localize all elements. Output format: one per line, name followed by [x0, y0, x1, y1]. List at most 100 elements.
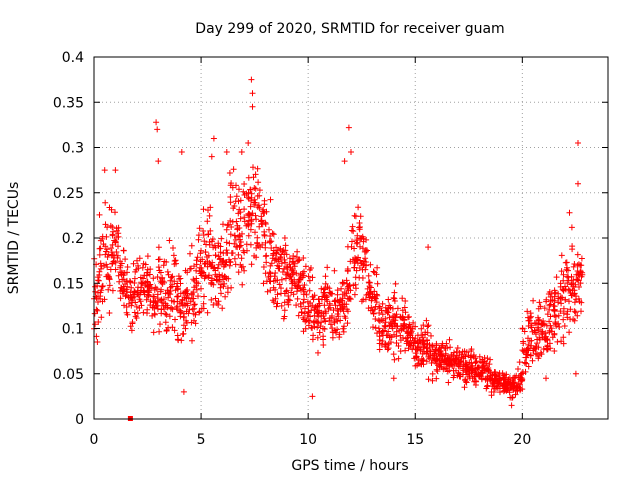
data-point: [247, 226, 254, 233]
data-point: [255, 202, 262, 209]
data-point: [104, 264, 111, 271]
data-point: [511, 382, 518, 389]
data-point: [193, 267, 200, 274]
data-point: [271, 273, 278, 280]
data-point: [399, 313, 406, 320]
data-point: [363, 236, 370, 243]
data-point: [156, 328, 163, 335]
data-point: [128, 327, 135, 334]
data-point: [207, 227, 214, 234]
data-point: [128, 284, 135, 291]
data-point: [226, 256, 232, 263]
data-point: [554, 338, 561, 345]
data-point: [334, 326, 341, 333]
data-point: [366, 289, 373, 296]
data-point: [428, 360, 435, 366]
data-point: [529, 357, 536, 364]
data-point: [178, 149, 185, 155]
data-point: [253, 216, 260, 223]
data-point: [521, 359, 528, 366]
data-point: [173, 260, 179, 267]
data-point: [557, 308, 564, 315]
data-point: [486, 361, 493, 368]
data-point: [305, 308, 312, 315]
data-point: [131, 309, 138, 316]
data-point: [264, 288, 271, 295]
data-point: [240, 188, 247, 195]
data-point: [405, 345, 412, 352]
data-point: [109, 241, 116, 248]
data-point: [525, 341, 532, 348]
data-point: [320, 286, 327, 293]
data-point: [132, 299, 139, 306]
data-point: [532, 343, 539, 350]
data-point: [578, 255, 585, 262]
data-point: [578, 273, 585, 280]
data-point: [169, 324, 176, 331]
data-point: [198, 265, 205, 271]
data-point: [309, 274, 316, 281]
data-point: [105, 286, 112, 293]
data-point: [195, 280, 202, 287]
data-point: [425, 322, 432, 329]
data-point: [515, 380, 522, 387]
data-point: [92, 321, 99, 328]
data-point: [570, 263, 577, 270]
data-point: [412, 350, 419, 357]
data-point: [455, 370, 462, 377]
data-point: [183, 294, 190, 301]
data-point: [407, 342, 414, 349]
data-point: [154, 274, 161, 280]
data-point: [250, 164, 256, 171]
x-tick-label: 10: [299, 432, 317, 448]
data-point: [112, 167, 119, 174]
data-point: [418, 332, 425, 339]
data-point: [278, 276, 285, 283]
data-point: [386, 302, 393, 309]
data-point: [572, 309, 579, 316]
data-point: [156, 256, 163, 263]
data-point: [237, 209, 244, 216]
data-point: [235, 269, 242, 276]
data-point: [487, 356, 494, 363]
data-point: [267, 262, 274, 269]
data-point: [277, 255, 284, 262]
data-point: [395, 355, 402, 362]
data-point: [196, 309, 203, 316]
data-point: [553, 323, 560, 329]
data-point: [191, 301, 198, 308]
data-point: [286, 255, 293, 262]
data-point: [155, 264, 162, 271]
data-point: [140, 260, 147, 267]
data-point: [177, 309, 184, 316]
data-point: [571, 299, 578, 306]
data-point: [343, 301, 350, 308]
data-point: [462, 360, 469, 366]
data-point: [418, 355, 425, 362]
data-point: [327, 321, 334, 328]
data-point: [135, 265, 142, 272]
data-point: [198, 247, 204, 254]
data-point: [196, 225, 203, 232]
data-point: [535, 305, 542, 312]
data-point: [224, 222, 231, 229]
data-point: [510, 379, 517, 386]
data-point: [118, 260, 125, 267]
data-point: [169, 273, 176, 280]
data-point: [334, 311, 341, 317]
data-point: [461, 348, 468, 355]
data-point: [283, 251, 290, 258]
data-point: [329, 334, 336, 341]
data-point: [301, 296, 307, 303]
data-point: [241, 249, 248, 256]
data-point: [164, 268, 171, 275]
data-point: [297, 300, 304, 307]
data-point: [214, 265, 221, 272]
data-point: [566, 209, 573, 216]
data-point: [205, 274, 212, 281]
data-point: [389, 325, 396, 332]
data-point: [562, 286, 569, 293]
data-point: [217, 249, 224, 256]
data-point: [322, 280, 329, 287]
data-point: [451, 349, 457, 356]
